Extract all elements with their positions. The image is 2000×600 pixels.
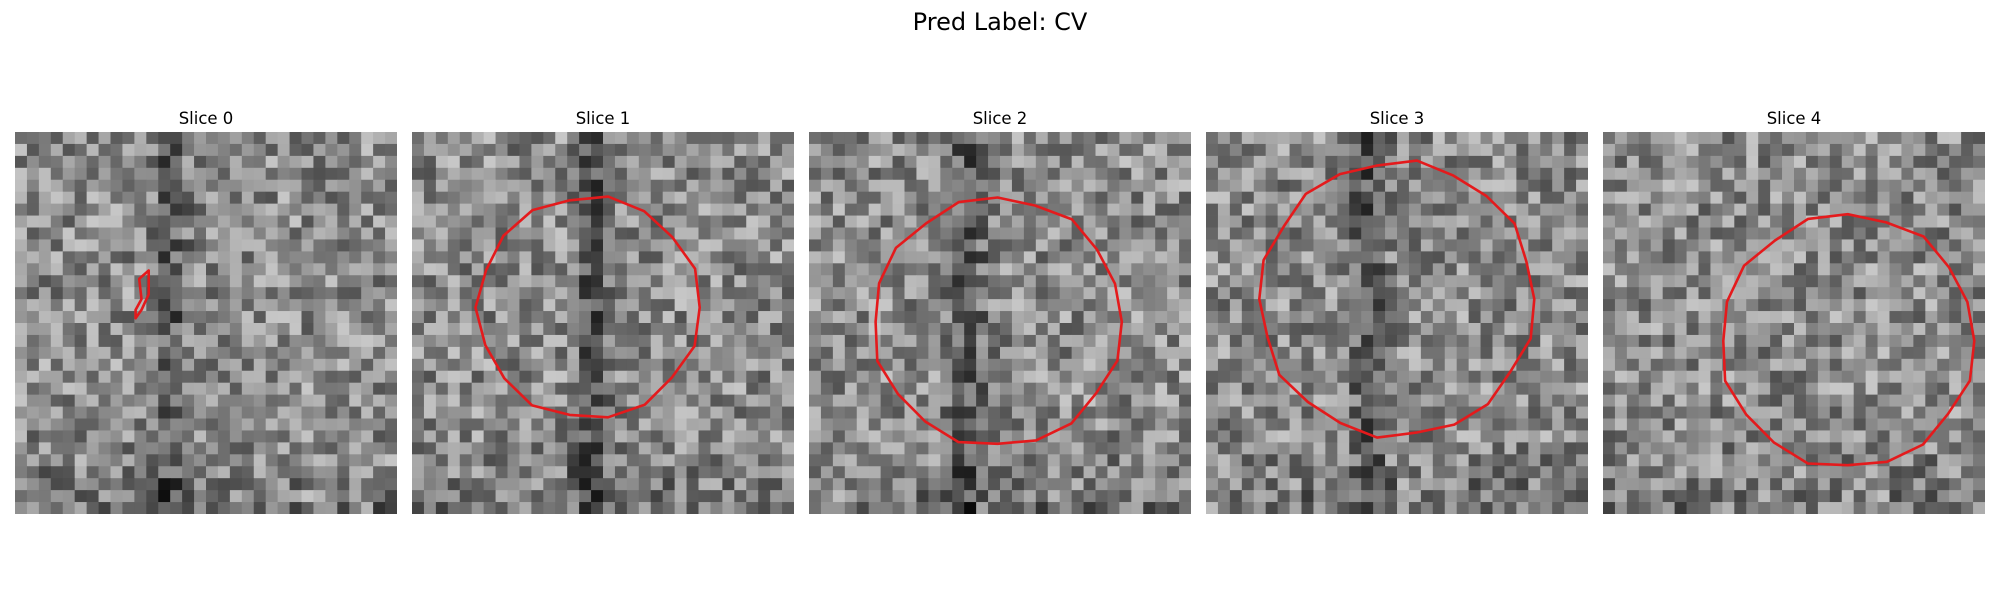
slice-image-1 [412, 132, 794, 514]
slice-title-3: Slice 3 [1369, 109, 1425, 128]
image-pixels [15, 132, 397, 514]
slice-panel-0: Slice 0 [15, 108, 397, 514]
slice-image-3 [1206, 132, 1588, 514]
slice-image-0 [15, 132, 397, 514]
segmentation-contour [1722, 212, 1976, 467]
slice-title-2: Slice 2 [972, 109, 1028, 128]
segmentation-contour [134, 269, 150, 320]
image-pixels [809, 132, 1191, 514]
image-pixels [1603, 132, 1985, 514]
slice-panel-2: Slice 2 [809, 108, 1191, 514]
slice-panel-3: Slice 3 [1206, 108, 1588, 514]
slice-panel-1: Slice 1 [412, 108, 794, 514]
slice-image-2 [809, 132, 1191, 514]
slice-image-4 [1603, 132, 1985, 514]
image-pixels [412, 132, 794, 514]
slice-title-4: Slice 4 [1766, 109, 1822, 128]
segmentation-contour [1257, 159, 1536, 439]
slice-title-0: Slice 0 [178, 109, 234, 128]
slice-title-1: Slice 1 [575, 109, 631, 128]
segmentation-contour [874, 196, 1124, 446]
figure-title: Pred Label: CV [912, 8, 1088, 36]
segmentation-contour [474, 195, 702, 419]
slice-panel-4: Slice 4 [1603, 108, 1985, 514]
